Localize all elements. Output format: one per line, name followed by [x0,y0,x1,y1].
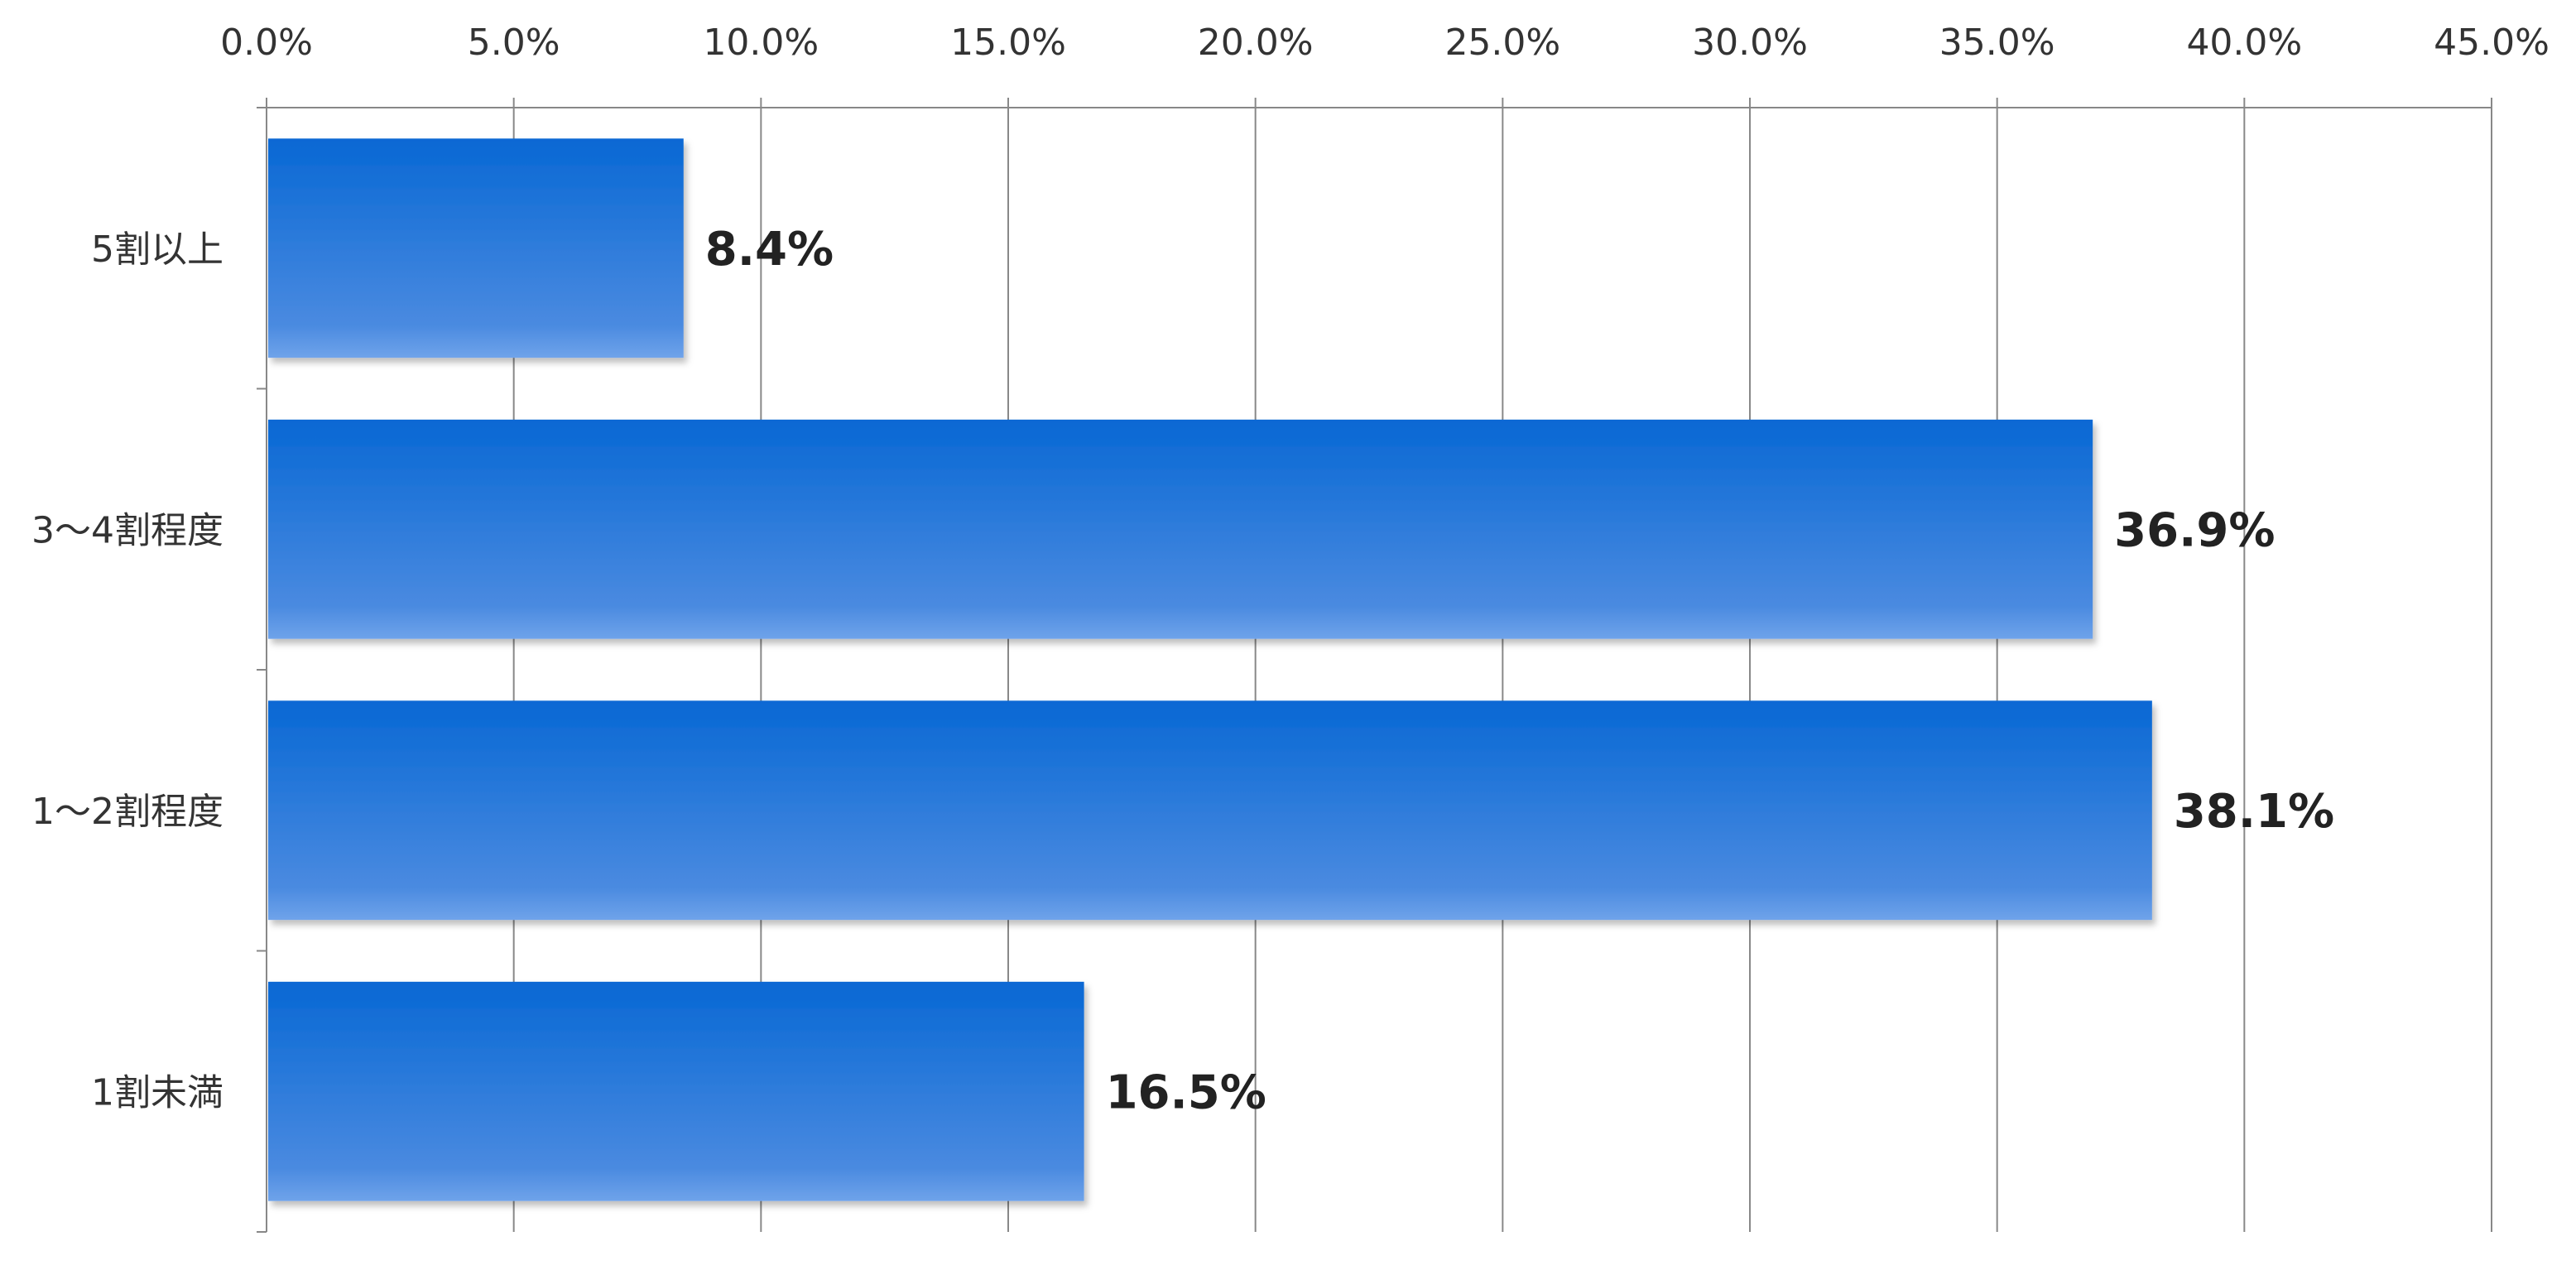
x-tick-label: 35.0% [1939,22,2055,64]
data-label: 8.4% [705,223,834,277]
x-tick-label: 0.0% [220,22,313,64]
x-tick-label: 10.0% [703,22,819,64]
category-label: 5割以上 [91,229,223,271]
x-tick-label: 40.0% [2186,22,2302,64]
axes [257,98,2492,1233]
data-label: 38.1% [2174,785,2334,839]
x-tick-label: 20.0% [1198,22,1314,64]
x-tick-label: 45.0% [2434,22,2550,64]
bar [268,981,1084,1201]
bar [268,138,684,358]
labels: 0.0% 5.0% 10.0% 15.0% 20.0% 25.0% 30.0% 35.0% 40… [31,22,2550,1119]
category-label: 1割未満 [91,1071,223,1114]
bars [268,138,2152,1201]
data-label: 36.9% [2114,503,2275,557]
x-tick-label: 25.0% [1444,22,1560,64]
x-tick-label: 15.0% [950,22,1066,64]
x-tick-label: 5.0% [468,22,560,64]
data-label: 16.5% [1106,1066,1266,1119]
bar [268,419,2093,639]
x-tick-label: 30.0% [1692,22,1808,64]
category-label: 3～4割程度 [31,509,223,551]
bar [268,700,2152,921]
category-label: 1～2割程度 [31,791,223,833]
